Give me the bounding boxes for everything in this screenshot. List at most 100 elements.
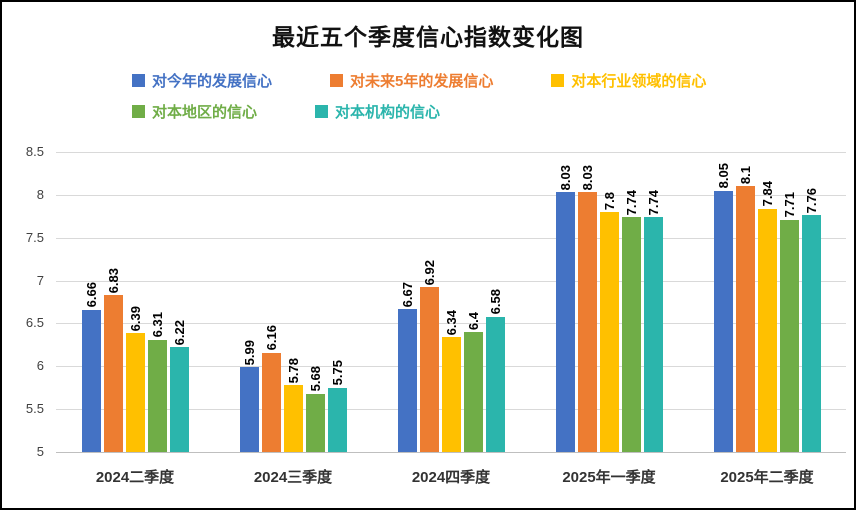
x-tick-label: 2024四季度 bbox=[411, 469, 491, 486]
gridline bbox=[56, 280, 846, 282]
x-tick-label: 2024二季度 bbox=[95, 469, 175, 486]
bar-with-label: 5.68 bbox=[305, 152, 325, 452]
bar-with-label: 8.05 bbox=[713, 152, 733, 452]
legend-swatch-icon bbox=[330, 74, 344, 87]
bar-with-label: 5.78 bbox=[283, 152, 303, 452]
gridline bbox=[56, 237, 846, 239]
bar-with-label: 6.66 bbox=[81, 152, 101, 452]
bar bbox=[397, 308, 417, 452]
bar bbox=[147, 339, 167, 452]
bar-with-label: 6.16 bbox=[261, 152, 281, 452]
legend-label: 对本行业领域的信心 bbox=[571, 73, 707, 90]
bar-value-label: 6.16 bbox=[263, 325, 279, 351]
y-tick-label: 7 bbox=[36, 272, 44, 288]
x-tick-label: 2025年二季度 bbox=[720, 469, 814, 486]
bar-group: 6.66 6.83 6.39 6.31 6.22 bbox=[56, 152, 214, 452]
bar bbox=[757, 208, 777, 452]
chart-legend: 对今年的发展信心 对未来5年的发展信心 对本行业领域的信心对本地区的信心 对本机构的信… bbox=[132, 70, 706, 122]
bar-with-label: 5.75 bbox=[327, 152, 347, 452]
legend-item: 对今年的发展信心 bbox=[132, 70, 272, 91]
y-tick-label: 6 bbox=[36, 358, 44, 374]
bar-with-label: 7.71 bbox=[779, 152, 799, 452]
bar-with-label: 6.58 bbox=[485, 152, 505, 452]
bar-value-label: 6.66 bbox=[83, 282, 99, 308]
bar-with-label: 6.34 bbox=[441, 152, 461, 452]
legend-swatch-icon bbox=[315, 105, 329, 118]
bar-value-label: 6.4 bbox=[465, 311, 481, 330]
bar-value-label: 5.78 bbox=[285, 357, 301, 384]
legend-swatch-icon bbox=[132, 74, 145, 87]
bar bbox=[81, 309, 101, 452]
bar-with-label: 6.31 bbox=[147, 152, 167, 452]
bar-with-label: 6.92 bbox=[419, 152, 439, 452]
bar-value-label: 6.31 bbox=[149, 312, 165, 338]
gridline bbox=[56, 152, 846, 153]
bar-value-label: 7.74 bbox=[623, 189, 639, 216]
bar-group: 6.67 6.92 6.34 6.4 6.58 bbox=[372, 152, 530, 452]
bar-with-label: 7.84 bbox=[757, 152, 777, 452]
bar bbox=[125, 332, 145, 452]
gridline bbox=[56, 323, 846, 325]
bar bbox=[735, 186, 755, 452]
bar-value-label: 7.76 bbox=[803, 188, 819, 214]
bar-value-label: 5.68 bbox=[307, 366, 323, 392]
bar bbox=[555, 192, 575, 452]
chart-title: 最近五个季度信心指数变化图 bbox=[272, 24, 584, 50]
y-tick-label: 5.5 bbox=[25, 401, 44, 417]
bar bbox=[261, 352, 281, 452]
bar bbox=[283, 385, 303, 452]
bar-value-label: 6.34 bbox=[443, 309, 459, 336]
legend-swatch-icon bbox=[132, 105, 145, 118]
bar bbox=[327, 387, 347, 452]
bar bbox=[779, 219, 799, 452]
bar-with-label: 7.8 bbox=[599, 152, 619, 452]
bar-value-label: 7.74 bbox=[645, 189, 661, 216]
legend-row: 对本地区的信心 对本机构的信心 bbox=[132, 101, 706, 122]
legend-item: 对本地区的信心 bbox=[132, 101, 257, 122]
bar-value-label: 6.83 bbox=[105, 267, 121, 294]
bar-with-label: 6.83 bbox=[103, 152, 123, 452]
bar-value-label: 8.05 bbox=[715, 163, 731, 189]
bar-value-label: 6.22 bbox=[171, 320, 187, 346]
y-tick-label: 8 bbox=[36, 186, 44, 202]
bar-with-label: 8.03 bbox=[577, 152, 597, 452]
bar-value-label: 5.99 bbox=[241, 339, 257, 366]
legend-label: 对本机构的信心 bbox=[335, 104, 441, 121]
bar bbox=[599, 212, 619, 452]
bar-value-label: 7.71 bbox=[781, 192, 797, 218]
bar-value-label: 6.58 bbox=[487, 289, 503, 315]
bar bbox=[305, 393, 325, 452]
bar-groups: 6.66 6.83 6.39 6.31 6.22 5.99 6.16 5.78 5.68 5.75… bbox=[56, 152, 846, 452]
bar bbox=[103, 295, 123, 452]
legend-label: 对本地区的信心 bbox=[152, 104, 258, 121]
bar bbox=[713, 190, 733, 452]
bar-value-label: 6.92 bbox=[421, 260, 437, 286]
x-tick-label: 2025年一季度 bbox=[562, 469, 656, 486]
bar-with-label: 8.03 bbox=[555, 152, 575, 452]
bar-value-label: 8.1 bbox=[737, 166, 753, 185]
legend-item: 对未来5年的发展信心 bbox=[330, 70, 493, 91]
gridline bbox=[56, 452, 846, 453]
bar-value-label: 8.03 bbox=[557, 164, 573, 191]
bar-with-label: 6.39 bbox=[125, 152, 145, 452]
y-tick-label: 7.5 bbox=[25, 229, 44, 245]
bar-group: 8.05 8.1 7.84 7.71 7.76 bbox=[688, 152, 846, 452]
bar-value-label: 8.03 bbox=[579, 164, 595, 191]
y-tick-label: 6.5 bbox=[25, 315, 44, 331]
legend-row: 对今年的发展信心 对未来5年的发展信心 对本行业领域的信心 bbox=[132, 70, 706, 91]
gridline bbox=[56, 194, 846, 196]
y-tick-label: 8.5 bbox=[25, 144, 44, 159]
legend-label: 对未来5年的发展信心 bbox=[350, 73, 494, 90]
bar bbox=[621, 217, 641, 452]
bar-with-label: 7.76 bbox=[801, 152, 821, 452]
bar-with-label: 7.74 bbox=[643, 152, 663, 452]
y-tick-label: 5 bbox=[36, 444, 44, 459]
bar-with-label: 7.74 bbox=[621, 152, 641, 452]
bar-with-label: 6.22 bbox=[169, 152, 189, 452]
bar bbox=[801, 215, 821, 452]
legend-item: 对本机构的信心 bbox=[315, 101, 440, 122]
x-tick-label: 2024三季度 bbox=[253, 469, 333, 486]
bar-value-label: 5.75 bbox=[329, 360, 345, 386]
bar-value-label: 6.67 bbox=[399, 281, 415, 307]
bar bbox=[419, 287, 439, 452]
